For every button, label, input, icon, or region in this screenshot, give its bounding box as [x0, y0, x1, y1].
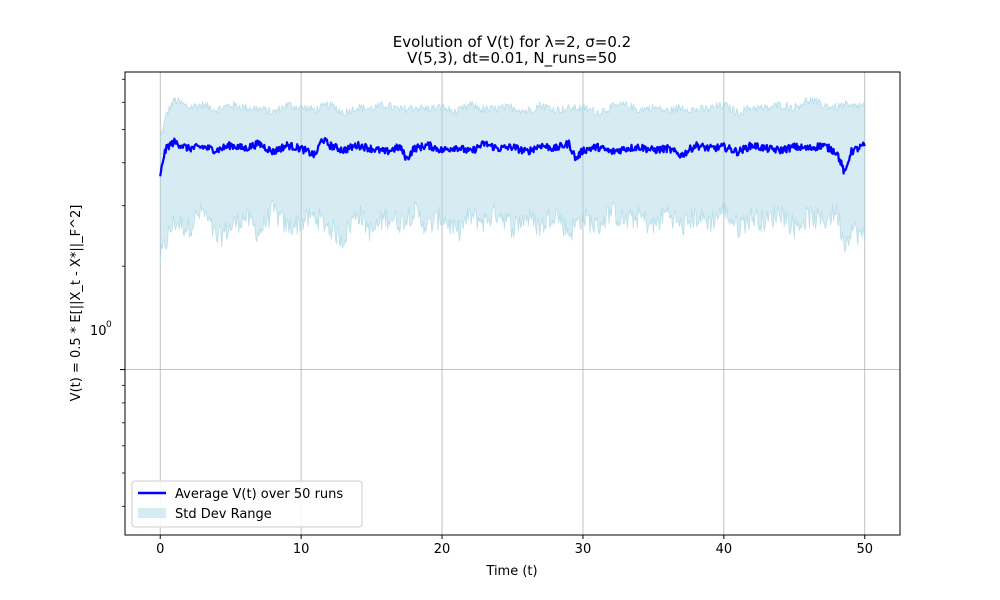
- legend-swatch-std-dev: [138, 508, 166, 518]
- y-tick-label-base: 10: [90, 324, 107, 339]
- x-tick-label: 0: [156, 542, 164, 557]
- legend-label-average: Average V(t) over 50 runs: [175, 487, 343, 502]
- x-axis-ticks: 0 10 20 30 40 50: [156, 535, 873, 557]
- y-axis-label: V(t) = 0.5 * E[||X_t - X*||_F^2]: [69, 205, 84, 402]
- y-axis-ticks: [120, 78, 125, 507]
- y-tick-label-exponent: 0: [106, 320, 112, 330]
- average-line-layer: [159, 137, 866, 177]
- x-tick-label: 50: [856, 542, 873, 557]
- average-v-line: [159, 137, 866, 177]
- legend: Average V(t) over 50 runs Std Dev Range: [131, 480, 363, 528]
- std-dev-range-area: [160, 97, 865, 264]
- x-tick-label: 20: [434, 542, 451, 557]
- legend-label-std-dev: Std Dev Range: [175, 507, 272, 522]
- x-axis-label: Time (t): [485, 564, 537, 579]
- x-tick-label: 10: [293, 542, 310, 557]
- std-dev-band: [159, 96, 866, 264]
- plot-frame: [124, 71, 901, 536]
- legend-box: [131, 480, 363, 528]
- chart-subtitle: V(5,3), dt=0.01, N_runs=50: [407, 49, 617, 68]
- x-tick-label: 40: [716, 542, 733, 557]
- x-tick-label: 30: [575, 542, 592, 557]
- std-dev-lower-edge: [159, 199, 866, 264]
- std-dev-upper-edge: [159, 96, 865, 138]
- chart-title: Evolution of V(t) for λ=2, σ=0.2: [393, 33, 631, 51]
